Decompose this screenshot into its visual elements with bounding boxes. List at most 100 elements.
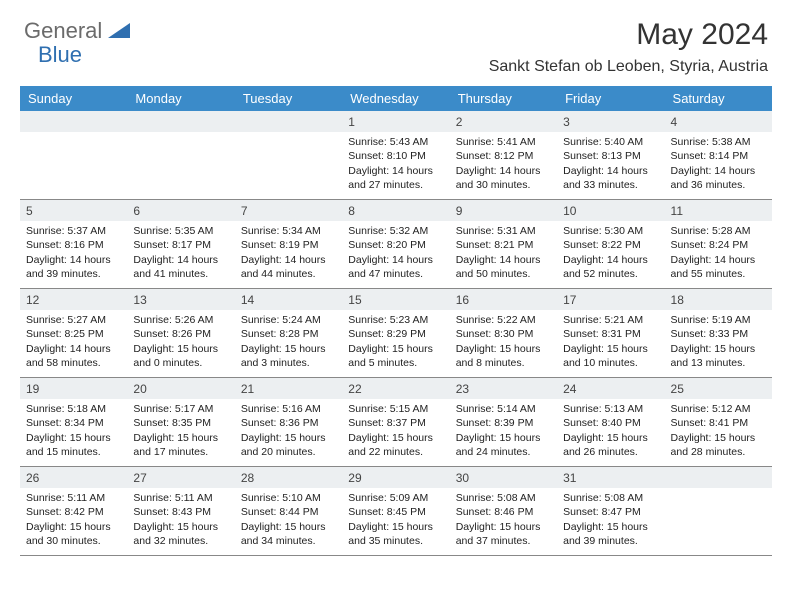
daylight-line: Daylight: 15 hours and 8 minutes. xyxy=(456,342,551,370)
sunset-line: Sunset: 8:29 PM xyxy=(348,327,443,341)
daylight-line: Daylight: 14 hours and 44 minutes. xyxy=(241,253,336,281)
day-number: 30 xyxy=(450,467,557,488)
day-number: 26 xyxy=(20,467,127,488)
sunrise-line: Sunrise: 5:11 AM xyxy=(26,491,121,505)
calendar-day-cell: 15Sunrise: 5:23 AMSunset: 8:29 PMDayligh… xyxy=(342,289,449,377)
sunrise-line: Sunrise: 5:43 AM xyxy=(348,135,443,149)
weekday-header-cell: Wednesday xyxy=(342,86,449,111)
sunset-line: Sunset: 8:21 PM xyxy=(456,238,551,252)
calendar-day-cell: 20Sunrise: 5:17 AMSunset: 8:35 PMDayligh… xyxy=(127,378,234,466)
day-number: 14 xyxy=(235,289,342,310)
calendar-week-row: 5Sunrise: 5:37 AMSunset: 8:16 PMDaylight… xyxy=(20,200,772,289)
daylight-line: Daylight: 15 hours and 10 minutes. xyxy=(563,342,658,370)
calendar-day-cell: 28Sunrise: 5:10 AMSunset: 8:44 PMDayligh… xyxy=(235,467,342,555)
day-details: Sunrise: 5:17 AMSunset: 8:35 PMDaylight:… xyxy=(127,399,234,463)
day-details: Sunrise: 5:37 AMSunset: 8:16 PMDaylight:… xyxy=(20,221,127,285)
day-number: 17 xyxy=(557,289,664,310)
sunrise-line: Sunrise: 5:23 AM xyxy=(348,313,443,327)
day-number: 5 xyxy=(20,200,127,221)
calendar-day-cell: 31Sunrise: 5:08 AMSunset: 8:47 PMDayligh… xyxy=(557,467,664,555)
day-number: 19 xyxy=(20,378,127,399)
sunrise-line: Sunrise: 5:21 AM xyxy=(563,313,658,327)
daylight-line: Daylight: 14 hours and 50 minutes. xyxy=(456,253,551,281)
day-details: Sunrise: 5:19 AMSunset: 8:33 PMDaylight:… xyxy=(665,310,772,374)
day-number: 15 xyxy=(342,289,449,310)
day-number-empty xyxy=(235,111,342,132)
sunset-line: Sunset: 8:19 PM xyxy=(241,238,336,252)
calendar-empty-cell xyxy=(127,111,234,199)
sunrise-line: Sunrise: 5:28 AM xyxy=(671,224,766,238)
calendar-day-cell: 1Sunrise: 5:43 AMSunset: 8:10 PMDaylight… xyxy=(342,111,449,199)
daylight-line: Daylight: 15 hours and 32 minutes. xyxy=(133,520,228,548)
calendar-day-cell: 26Sunrise: 5:11 AMSunset: 8:42 PMDayligh… xyxy=(20,467,127,555)
sunset-line: Sunset: 8:26 PM xyxy=(133,327,228,341)
weekday-header-cell: Friday xyxy=(557,86,664,111)
sunset-line: Sunset: 8:13 PM xyxy=(563,149,658,163)
sunrise-line: Sunrise: 5:32 AM xyxy=(348,224,443,238)
daylight-line: Daylight: 14 hours and 52 minutes. xyxy=(563,253,658,281)
sunset-line: Sunset: 8:22 PM xyxy=(563,238,658,252)
weeks-container: 1Sunrise: 5:43 AMSunset: 8:10 PMDaylight… xyxy=(20,111,772,556)
calendar-day-cell: 21Sunrise: 5:16 AMSunset: 8:36 PMDayligh… xyxy=(235,378,342,466)
daylight-line: Daylight: 14 hours and 47 minutes. xyxy=(348,253,443,281)
daylight-line: Daylight: 14 hours and 39 minutes. xyxy=(26,253,121,281)
sunrise-line: Sunrise: 5:31 AM xyxy=(456,224,551,238)
sunrise-line: Sunrise: 5:34 AM xyxy=(241,224,336,238)
day-number: 29 xyxy=(342,467,449,488)
daylight-line: Daylight: 14 hours and 41 minutes. xyxy=(133,253,228,281)
day-details: Sunrise: 5:13 AMSunset: 8:40 PMDaylight:… xyxy=(557,399,664,463)
title-block: May 2024 Sankt Stefan ob Leoben, Styria,… xyxy=(489,18,768,76)
day-number: 12 xyxy=(20,289,127,310)
day-number: 27 xyxy=(127,467,234,488)
sunrise-line: Sunrise: 5:40 AM xyxy=(563,135,658,149)
sunrise-line: Sunrise: 5:08 AM xyxy=(563,491,658,505)
sunset-line: Sunset: 8:41 PM xyxy=(671,416,766,430)
daylight-line: Daylight: 15 hours and 13 minutes. xyxy=(671,342,766,370)
sunset-line: Sunset: 8:16 PM xyxy=(26,238,121,252)
day-details: Sunrise: 5:40 AMSunset: 8:13 PMDaylight:… xyxy=(557,132,664,196)
calendar-day-cell: 7 Sunrise: 5:34 AMSunset: 8:19 PMDaylight… xyxy=(235,200,342,288)
sunset-line: Sunset: 8:46 PM xyxy=(456,505,551,519)
sunset-line: Sunset: 8:30 PM xyxy=(456,327,551,341)
day-details: Sunrise: 5:23 AMSunset: 8:29 PMDaylight:… xyxy=(342,310,449,374)
calendar-week-row: 12Sunrise: 5:27 AMSunset: 8:25 PMDayligh… xyxy=(20,289,772,378)
calendar-day-cell: 16Sunrise: 5:22 AMSunset: 8:30 PMDayligh… xyxy=(450,289,557,377)
calendar-day-cell: 22Sunrise: 5:15 AMSunset: 8:37 PMDayligh… xyxy=(342,378,449,466)
sunrise-line: Sunrise: 5:18 AM xyxy=(26,402,121,416)
sunrise-line: Sunrise: 5:26 AM xyxy=(133,313,228,327)
sunrise-line: Sunrise: 5:11 AM xyxy=(133,491,228,505)
sunset-line: Sunset: 8:44 PM xyxy=(241,505,336,519)
daylight-line: Daylight: 15 hours and 15 minutes. xyxy=(26,431,121,459)
sunset-line: Sunset: 8:25 PM xyxy=(26,327,121,341)
brand-logo: General Blue xyxy=(24,18,132,44)
daylight-line: Daylight: 15 hours and 37 minutes. xyxy=(456,520,551,548)
calendar-empty-cell xyxy=(235,111,342,199)
day-details: Sunrise: 5:32 AMSunset: 8:20 PMDaylight:… xyxy=(342,221,449,285)
calendar-day-cell: 6Sunrise: 5:35 AMSunset: 8:17 PMDaylight… xyxy=(127,200,234,288)
calendar-day-cell: 24Sunrise: 5:13 AMSunset: 8:40 PMDayligh… xyxy=(557,378,664,466)
day-details: Sunrise: 5:14 AMSunset: 8:39 PMDaylight:… xyxy=(450,399,557,463)
brand-text-general: General xyxy=(24,18,102,44)
day-number: 7 xyxy=(235,200,342,221)
sunrise-line: Sunrise: 5:24 AM xyxy=(241,313,336,327)
day-number: 8 xyxy=(342,200,449,221)
calendar-day-cell: 19Sunrise: 5:18 AMSunset: 8:34 PMDayligh… xyxy=(20,378,127,466)
daylight-line: Daylight: 15 hours and 30 minutes. xyxy=(26,520,121,548)
day-number-empty xyxy=(127,111,234,132)
calendar-day-cell: 9 Sunrise: 5:31 AMSunset: 8:21 PMDaylight… xyxy=(450,200,557,288)
daylight-line: Daylight: 15 hours and 35 minutes. xyxy=(348,520,443,548)
day-number: 10 xyxy=(557,200,664,221)
day-details: Sunrise: 5:38 AMSunset: 8:14 PMDaylight:… xyxy=(665,132,772,196)
day-number: 1 xyxy=(342,111,449,132)
day-number: 3 xyxy=(557,111,664,132)
weekday-header-row: SundayMondayTuesdayWednesdayThursdayFrid… xyxy=(20,86,772,111)
day-details: Sunrise: 5:11 AMSunset: 8:42 PMDaylight:… xyxy=(20,488,127,552)
sunrise-line: Sunrise: 5:14 AM xyxy=(456,402,551,416)
day-number-empty xyxy=(665,467,772,488)
day-number: 9 xyxy=(450,200,557,221)
day-details: Sunrise: 5:35 AMSunset: 8:17 PMDaylight:… xyxy=(127,221,234,285)
daylight-line: Daylight: 15 hours and 34 minutes. xyxy=(241,520,336,548)
sunset-line: Sunset: 8:37 PM xyxy=(348,416,443,430)
sunrise-line: Sunrise: 5:09 AM xyxy=(348,491,443,505)
brand-text-blue: Blue xyxy=(38,42,82,68)
